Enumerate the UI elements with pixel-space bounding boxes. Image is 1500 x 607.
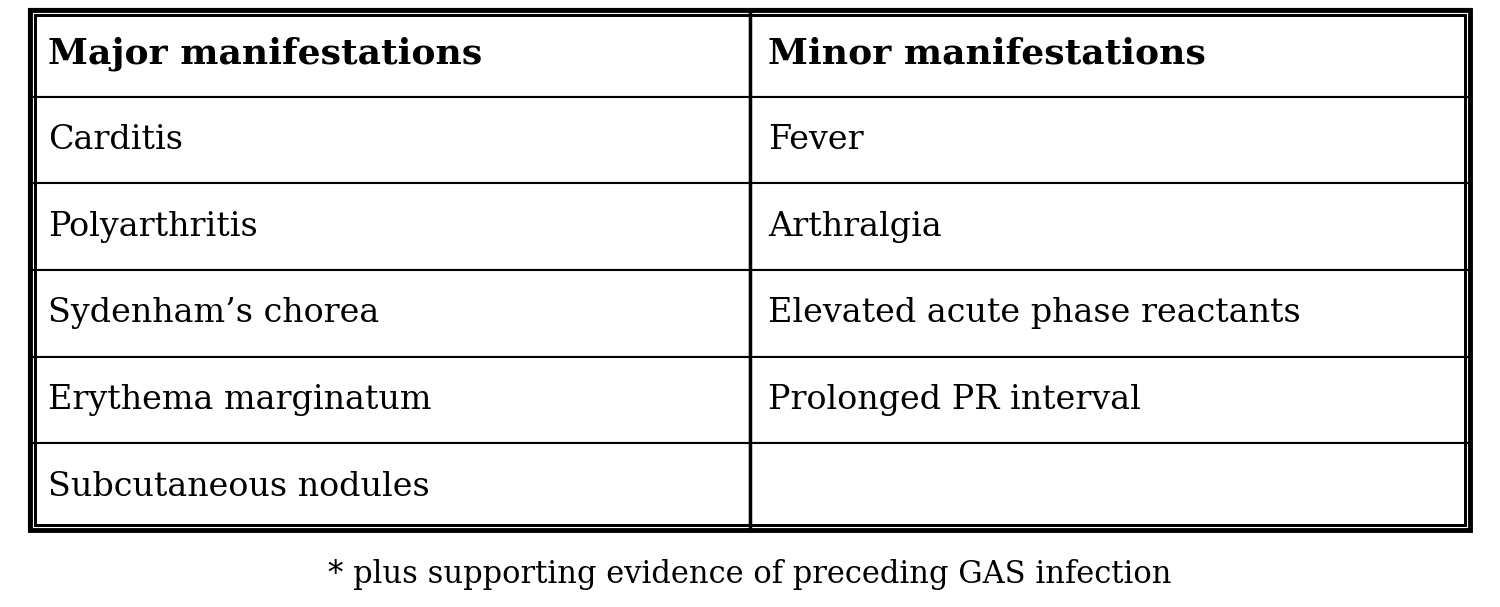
Text: Fever: Fever (768, 124, 864, 156)
Bar (30, 97, 750, 183)
Text: Arthralgia: Arthralgia (768, 211, 942, 243)
Bar (30, 443, 750, 530)
Text: Major manifestations: Major manifestations (48, 36, 483, 70)
Bar (30, 357, 750, 443)
Bar (30, 10, 750, 97)
Bar (750, 97, 1470, 183)
Text: Sydenham’s chorea: Sydenham’s chorea (48, 297, 380, 330)
Bar (750, 270, 1470, 357)
Text: Polyarthritis: Polyarthritis (48, 211, 258, 243)
Text: * plus supporting evidence of preceding GAS infection: * plus supporting evidence of preceding … (328, 560, 1172, 591)
Bar (30, 10, 1470, 530)
Bar (30, 10, 1470, 530)
Text: Elevated acute phase reactants: Elevated acute phase reactants (768, 297, 1300, 330)
Bar (750, 357, 1470, 443)
Text: Subcutaneous nodules: Subcutaneous nodules (48, 470, 429, 503)
Text: Erythema marginatum: Erythema marginatum (48, 384, 432, 416)
Text: Carditis: Carditis (48, 124, 183, 156)
Bar (750, 183, 1470, 270)
Bar (30, 270, 750, 357)
Bar (750, 443, 1470, 530)
Bar (34, 15, 1466, 525)
Bar (750, 10, 1470, 97)
Text: Prolonged PR interval: Prolonged PR interval (768, 384, 1142, 416)
Bar (30, 183, 750, 270)
Bar (34, 15, 1466, 525)
Text: Minor manifestations: Minor manifestations (768, 36, 1206, 70)
